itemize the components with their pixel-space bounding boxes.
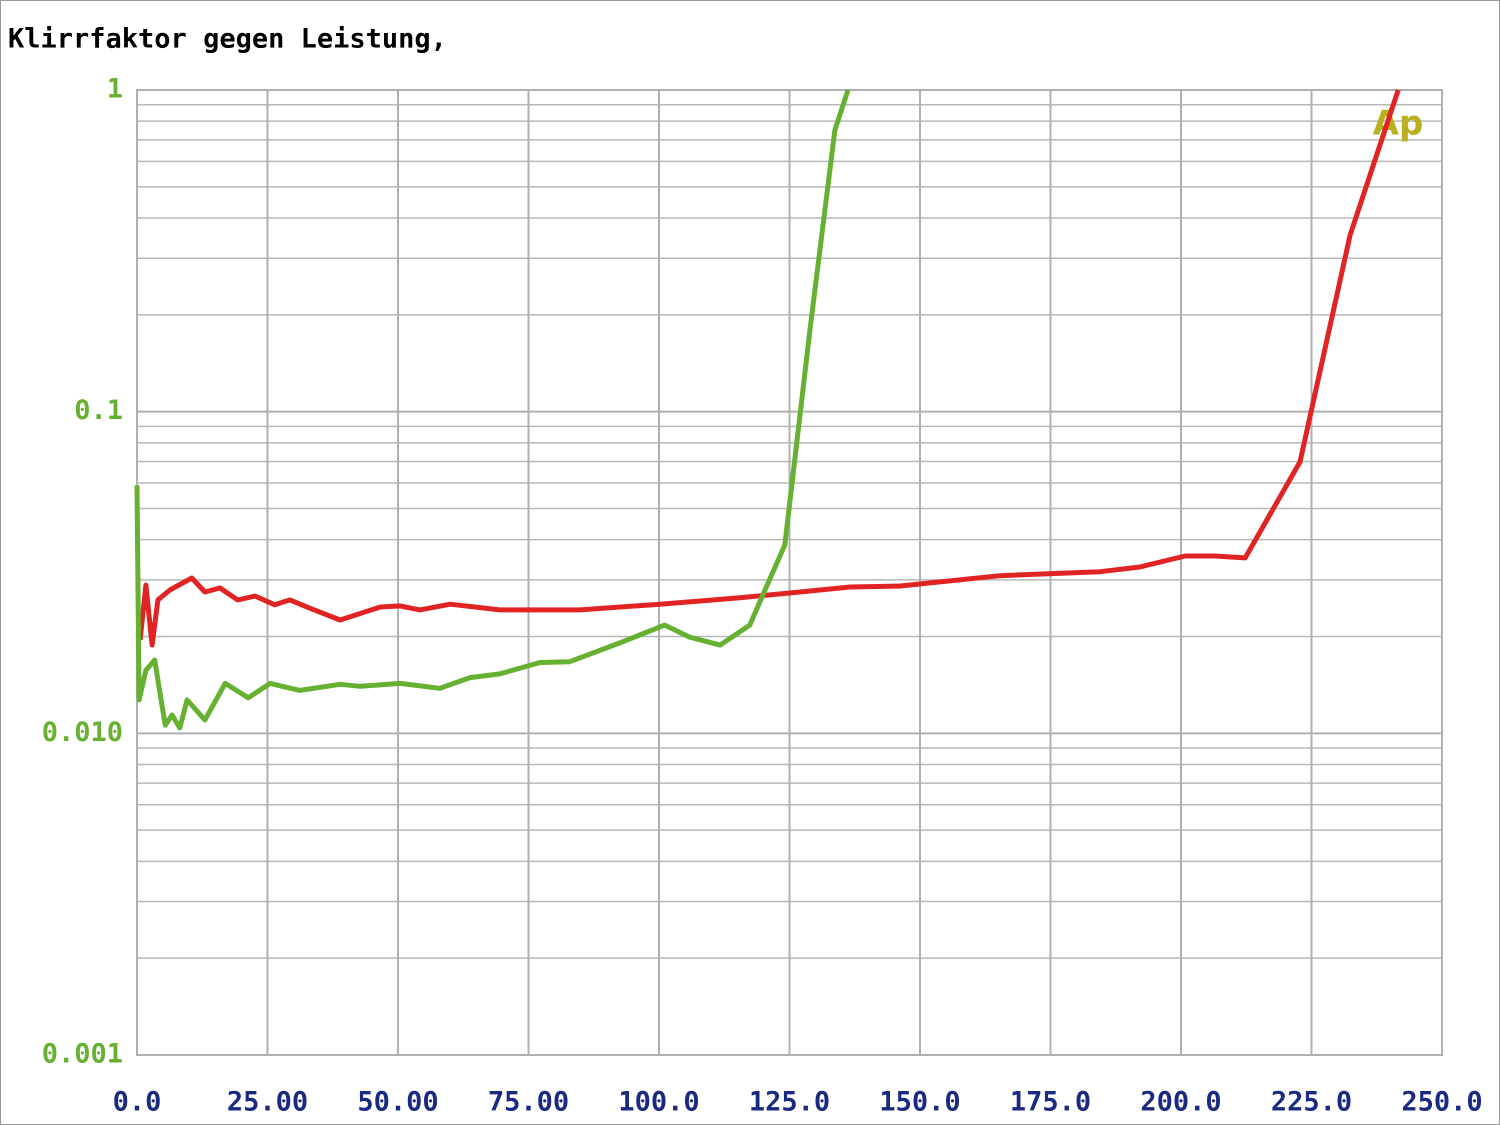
y-tick-label: 0.001 [42,1039,123,1070]
x-tick-label: 100.0 [618,1087,699,1118]
series-line [137,89,1401,648]
y-tick-label: 0.1 [74,395,123,426]
x-tick-label: 125.0 [749,1087,830,1118]
y-tick-label: 0.010 [42,717,123,748]
x-tick-label: 50.00 [357,1087,438,1118]
series-line [134,89,851,731]
chart-title: Klirrfaktor gegen Leistung, [8,24,447,55]
x-tick-label: 225.0 [1271,1087,1352,1118]
x-tick-label: 200.0 [1140,1087,1221,1118]
x-tick-label: 0.0 [113,1087,162,1118]
x-tick-label: 25.00 [227,1087,308,1118]
x-tick-label: 150.0 [879,1087,960,1118]
x-tick-label: 175.0 [1010,1087,1091,1118]
x-tick-label: 250.0 [1401,1087,1482,1118]
x-tick-label: 75.00 [488,1087,569,1118]
y-tick-label: 1 [107,74,123,105]
